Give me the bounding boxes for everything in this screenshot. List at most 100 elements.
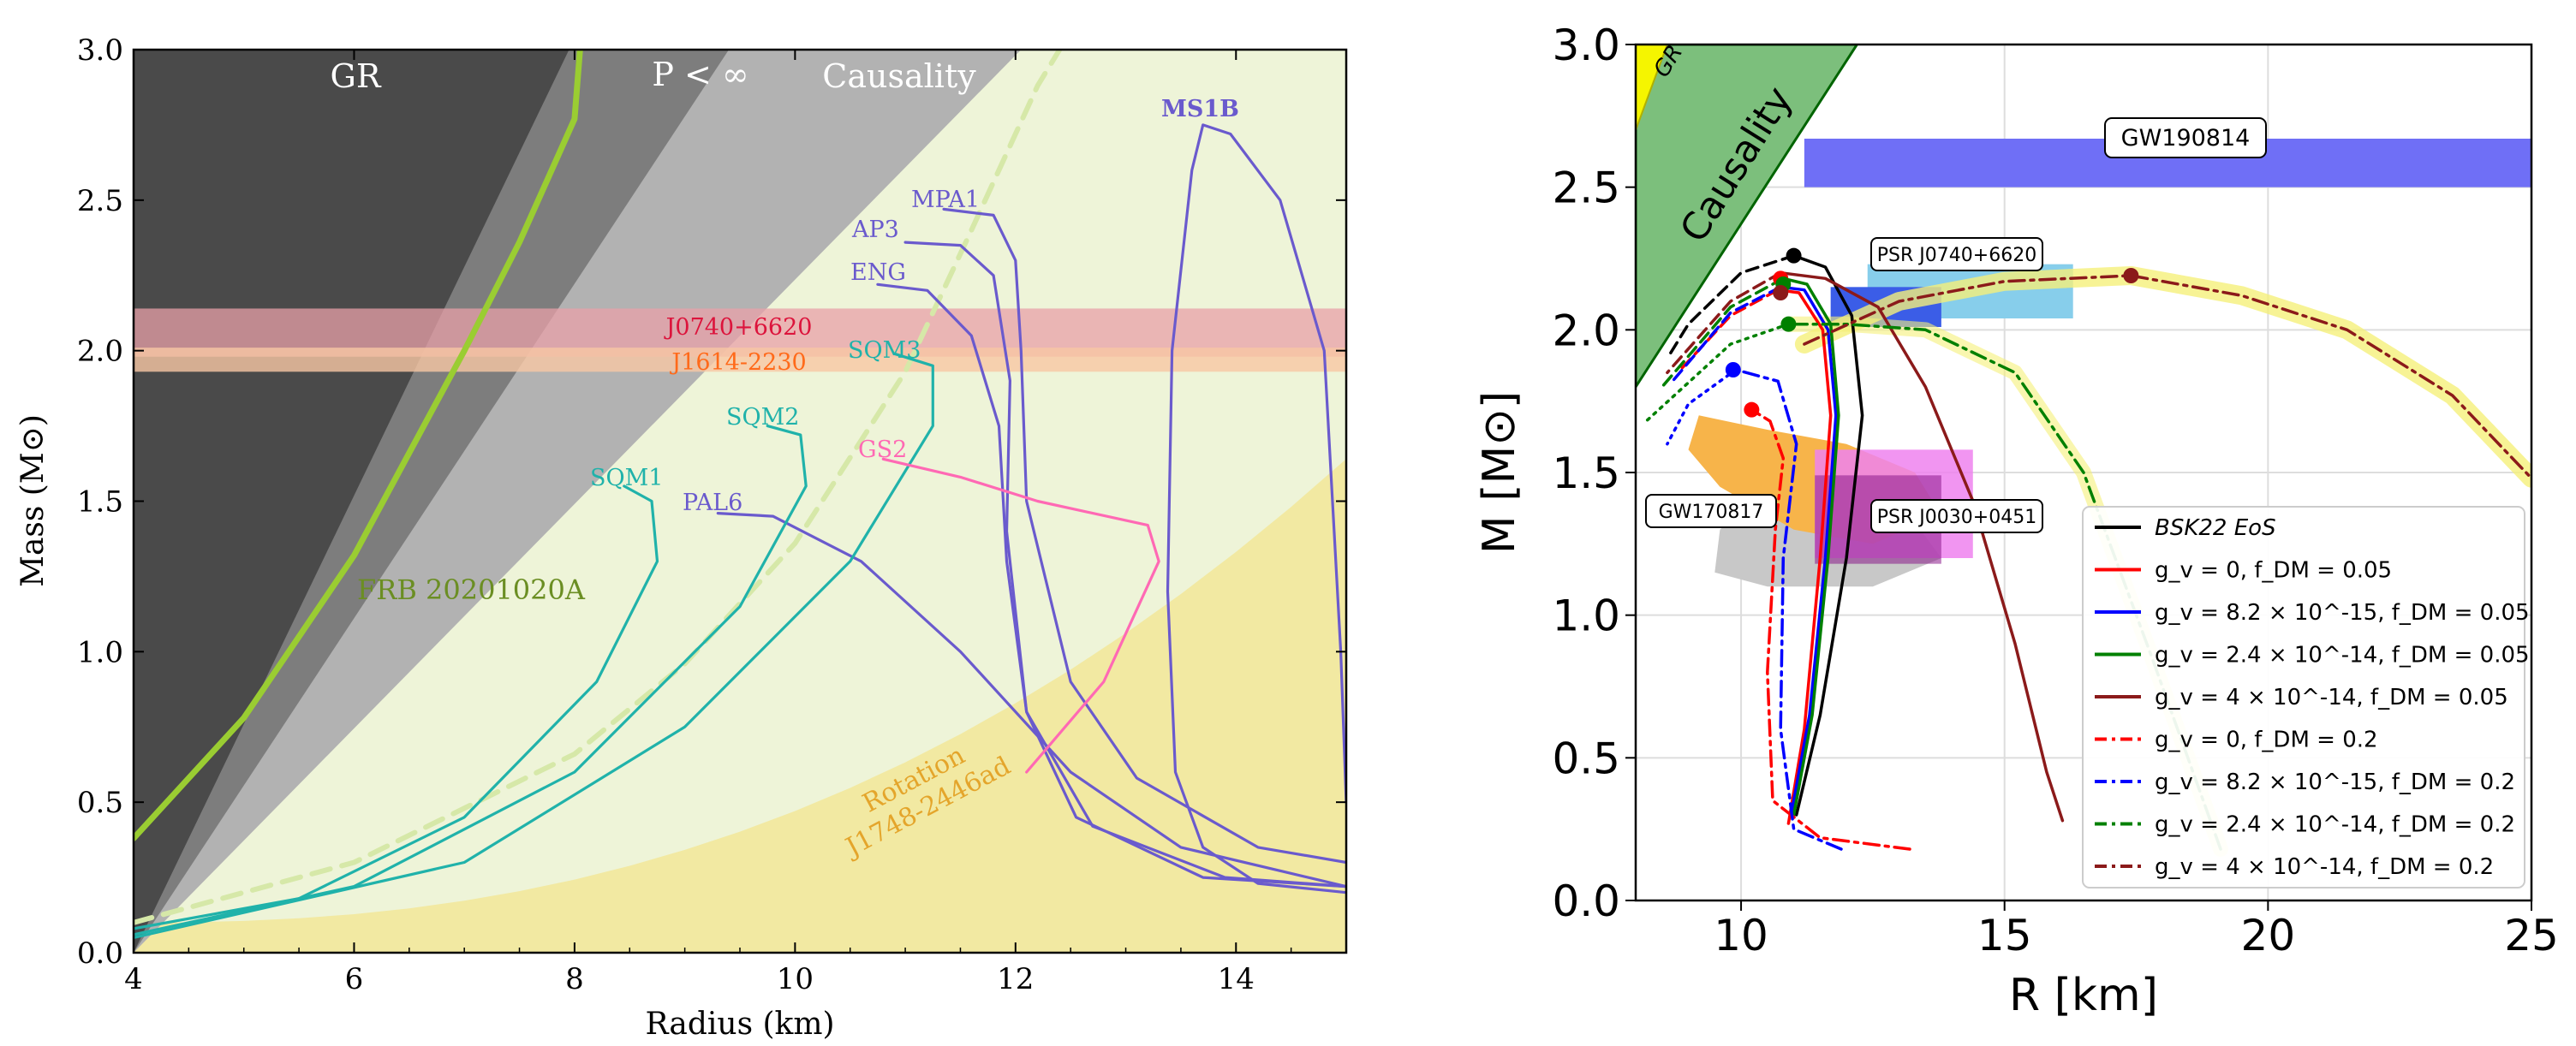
legend-label: g_v = 8.2 × 10^-15, f_DM = 0.05 xyxy=(2155,600,2530,626)
left-axis-ticks: 4 6 8 10 12 14 0.0 0.5 1.0 1.5 2.0 2.5 3.0 xyxy=(77,33,1346,996)
curve-mpa1 xyxy=(942,207,1346,865)
curve-label-pal6: PAL6 xyxy=(683,490,742,516)
psr-j0740-label: PSR J0740+6620 xyxy=(1870,237,2043,271)
left-y-tick-label: 1.5 xyxy=(77,485,123,520)
right-y-tick-label: 1.5 xyxy=(1552,449,1620,498)
right-y-axis-label: M [M⊙] xyxy=(1474,391,1525,554)
left-mass-radius-chart: 4 6 8 10 12 140.00.51.01.52.02.53.0 GR P < ∞ … xyxy=(15,33,1348,1042)
right-x-tick-label: 15 xyxy=(1977,911,2032,960)
max-mass-point xyxy=(2123,268,2139,283)
right-mass-radius-chart: 10 15 20 250.00.51.01.52.02.53.0 GR Causali… xyxy=(1474,21,2559,1021)
left-x-tick-label: 10 xyxy=(777,962,814,996)
max-mass-point xyxy=(1786,247,1802,264)
curve-label-sqm3: SQM3 xyxy=(848,337,921,364)
legend-label: BSK22 EoS xyxy=(2155,515,2276,541)
curve-red-0-2 xyxy=(1750,407,1911,851)
curve-brown-0-2 xyxy=(1803,274,2531,480)
gr-region-label: GR xyxy=(331,57,382,95)
curve-pal6 xyxy=(716,511,1346,889)
left-y-axis-label: Mass (M⊙) xyxy=(15,414,51,587)
curve-brown-0-05 xyxy=(1779,270,2065,823)
curve-sqm3 xyxy=(134,352,934,940)
svg-text:PSR J0740+6620: PSR J0740+6620 xyxy=(1877,245,2036,266)
pinf-region-label: P < ∞ xyxy=(652,56,748,93)
right-y-tick-label: 2.0 xyxy=(1552,306,1620,355)
right-x-tick-label: 25 xyxy=(2504,911,2559,960)
curve-bsk22-stable xyxy=(1792,253,1864,817)
left-x-axis-label: Radius (km) xyxy=(645,1007,834,1042)
max-mass-point xyxy=(1744,401,1760,418)
right-y-tick-label: 0.5 xyxy=(1552,734,1620,783)
legend-label: g_v = 2.4 × 10^-14, f_DM = 0.05 xyxy=(2155,643,2530,669)
max-mass-point xyxy=(1725,362,1741,377)
curve-label-sqm2: SQM2 xyxy=(726,404,799,431)
curve-frb-dashed xyxy=(134,50,1063,925)
legend-label: g_v = 8.2 × 10^-15, f_DM = 0.2 xyxy=(2155,770,2515,795)
curve-red-0-05 xyxy=(1776,288,1833,825)
gw190814-label: GW190814 xyxy=(2104,117,2267,158)
left-y-tick-label: 2.0 xyxy=(77,335,123,369)
max-mass-point xyxy=(1773,285,1789,300)
rotation-excluded-region xyxy=(134,459,1346,953)
causality-region xyxy=(1636,45,1859,389)
left-x-tick-label: 8 xyxy=(565,962,584,996)
left-curves xyxy=(134,50,1346,940)
frb-label: FRB 20201020A xyxy=(357,574,586,606)
curve-ap3 xyxy=(903,241,1346,889)
svg-text:PSR J0030+0451: PSR J0030+0451 xyxy=(1877,507,2036,528)
right-x-axis-label: R [km] xyxy=(2009,970,2158,1021)
curve-label-mpa1: MPA1 xyxy=(911,187,980,213)
curve-ms1b xyxy=(1166,123,1346,894)
curve-label-gs2: GS2 xyxy=(858,437,907,463)
right-x-tick-label: 20 xyxy=(2241,911,2296,960)
curve-frb-20201020a xyxy=(134,50,583,841)
right-legend: BSK22 EoS g_v = 0, f_DM = 0.05 g_v = 8.2 ×… xyxy=(2082,506,2530,889)
left-y-tick-label: 1.0 xyxy=(77,635,123,669)
right-y-tick-label: 2.5 xyxy=(1552,163,1620,213)
left-x-tick-label: 12 xyxy=(997,962,1034,996)
curve-label-ap3: AP3 xyxy=(851,217,899,243)
right-y-tick-label: 3.0 xyxy=(1552,21,1620,70)
right-y-tick-label: 0.0 xyxy=(1552,877,1620,926)
legend-label: g_v = 0, f_DM = 0.05 xyxy=(2155,558,2392,584)
left-y-tick-label: 2.5 xyxy=(77,184,123,218)
svg-text:GW190814: GW190814 xyxy=(2121,125,2251,152)
band-label-j1614: J1614-2230 xyxy=(669,349,806,376)
curve-blue-0-05 xyxy=(1779,285,1838,817)
band-label-j0740: J0740+6620 xyxy=(664,314,813,341)
left-y-tick-label: 0.5 xyxy=(77,786,123,820)
legend-label: g_v = 4 × 10^-14, f_DM = 0.05 xyxy=(2155,685,2508,710)
curve-label-ms1b: MS1B xyxy=(1161,96,1239,122)
curve-green-0-05 xyxy=(1781,276,1840,817)
right-x-tick-label: 10 xyxy=(1714,911,1768,960)
curve-blue-0-2 xyxy=(1734,368,1843,851)
curve-gs2 xyxy=(881,457,1160,774)
legend-label: g_v = 4 × 10^-14, f_DM = 0.2 xyxy=(2155,854,2494,880)
left-x-tick-label: 14 xyxy=(1218,962,1255,996)
left-y-tick-label: 0.0 xyxy=(77,936,123,971)
right-curves xyxy=(1644,253,2531,857)
left-y-tick-label: 3.0 xyxy=(77,33,123,68)
curve-blue-0-2-unstable xyxy=(1666,368,1738,446)
causality-region-label: Causality xyxy=(822,57,976,95)
curve-bsk22-unstable xyxy=(1666,253,1796,360)
curve-green-0-05-unstable xyxy=(1661,276,1786,389)
curve-red-0-05-unstable xyxy=(1676,288,1780,375)
legend-label: g_v = 2.4 × 10^-14, f_DM = 0.2 xyxy=(2155,812,2515,838)
curve-label-eng: ENG xyxy=(850,259,906,286)
right-y-tick-label: 1.0 xyxy=(1552,591,1620,641)
psr-j0030-label: PSR J0030+0451 xyxy=(1870,499,2043,533)
curve-brown-0-05-unstable xyxy=(1666,270,1782,375)
curve-green-0-2-unstable xyxy=(1644,322,1791,423)
j1614-band xyxy=(134,348,1346,372)
gr-region xyxy=(1636,45,1668,131)
curve-eng xyxy=(876,282,1346,889)
legend-label: g_v = 0, f_DM = 0.2 xyxy=(2155,728,2378,753)
gw170817-label: GW170817 xyxy=(1645,494,1777,528)
curve-blue-0-05-unstable xyxy=(1671,285,1782,383)
left-x-tick-label: 4 xyxy=(124,962,143,996)
left-x-tick-label: 6 xyxy=(345,962,364,996)
svg-text:GW170817: GW170817 xyxy=(1659,502,1764,523)
curve-label-sqm1: SQM1 xyxy=(590,465,663,491)
